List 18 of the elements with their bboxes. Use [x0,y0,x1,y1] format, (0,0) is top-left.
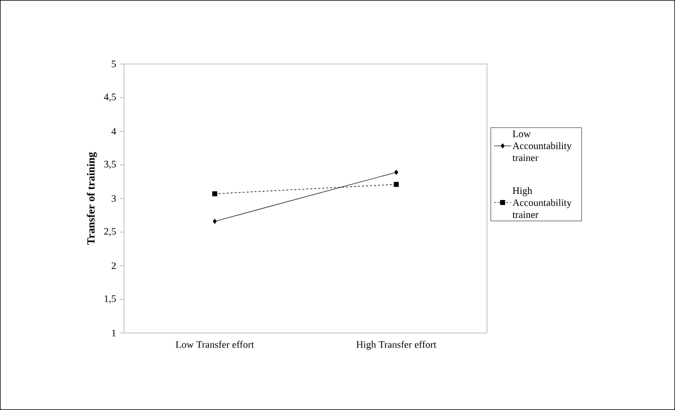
y-tick-label: 2,5 [104,228,116,236]
y-tick-label: 2 [112,262,116,270]
x-tick-label: Low Transfer effort [176,340,254,348]
point [394,182,399,187]
x-tick-label: High Transfer effort [356,340,436,350]
y-tick-label: 5 [112,60,116,68]
legend-label: High Accountability trainer [512,187,572,218]
y-axis-title: Transfer of training [86,152,97,245]
y-tick-label: 3,5 [104,160,116,169]
y-tick-label: 3 [112,195,116,202]
y-tick-label: 4,5 [104,94,116,102]
y-tick-label: 4 [111,128,116,135]
point [212,191,218,196]
legend-label: Low Accountability trainer [512,130,572,162]
y-tick-label: 1,5 [104,295,116,304]
point [212,218,217,224]
point [394,170,398,175]
y-tick-label: 1 [112,330,116,336]
